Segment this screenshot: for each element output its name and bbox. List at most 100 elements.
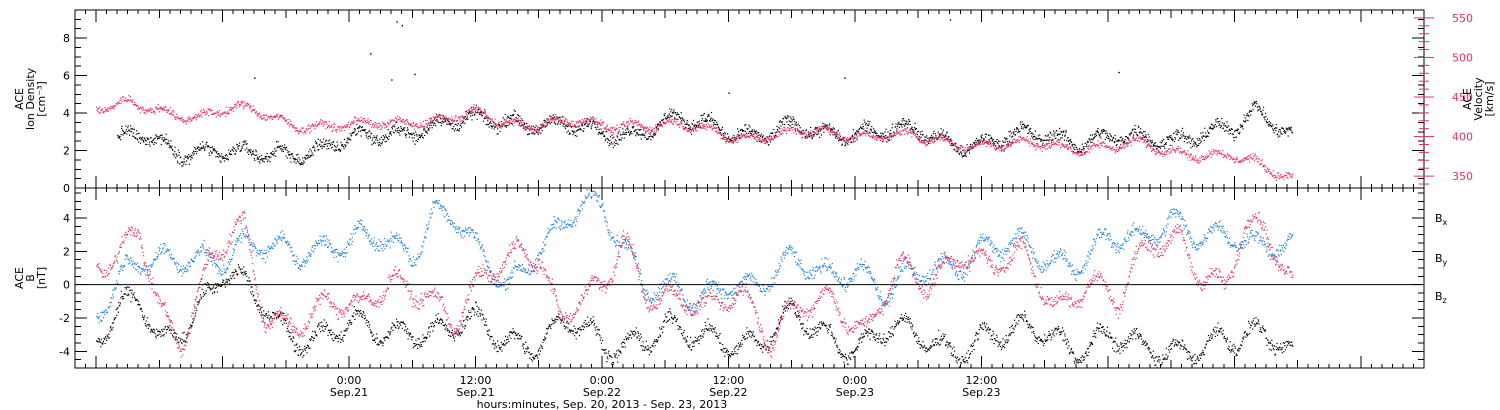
velocity-series-point — [316, 125, 319, 127]
velocity-series-point — [782, 132, 784, 134]
velocity-series-point — [1001, 150, 1003, 152]
velocity-series-point — [841, 138, 843, 140]
velocity-series-point — [229, 107, 231, 109]
velocity-series-point — [419, 126, 421, 129]
ion-density-series-point — [210, 150, 212, 152]
ion-density-series-point — [864, 130, 866, 132]
velocity-series-point — [413, 128, 415, 130]
ion-density-series-point — [1205, 132, 1207, 134]
velocity-series-point — [1049, 147, 1052, 149]
velocity-series-point — [216, 112, 218, 114]
ion-density-series-point — [536, 132, 539, 134]
velocity-series-point — [1253, 160, 1255, 162]
ion-density-series-point — [676, 113, 678, 115]
ion-density-series-point — [231, 153, 233, 155]
bx-series-point — [212, 292, 214, 294]
ion-density-series-point — [659, 121, 661, 123]
ion-density-series-point — [1281, 127, 1283, 129]
ion-density-series-point — [976, 137, 978, 140]
velocity-series-point — [262, 117, 264, 120]
velocity-series-point — [583, 121, 585, 124]
bx-series-point — [155, 337, 157, 339]
ion-density-series-point — [534, 127, 536, 129]
ion-density-series-point — [949, 139, 951, 141]
ion-density-series-point — [997, 143, 999, 145]
ion-density-series-point — [468, 113, 470, 115]
ion-density-series-point — [1047, 134, 1049, 136]
ion-density-series-point — [1242, 128, 1244, 130]
ion-density-series-point — [138, 132, 140, 134]
velocity-series-point — [226, 112, 228, 114]
ion-density-series-point — [1064, 135, 1066, 137]
ion-density-series-point — [281, 145, 283, 147]
ion-density-series-point — [1032, 136, 1035, 138]
velocity-series-point — [992, 145, 994, 147]
ion-density-series-point — [1154, 142, 1156, 144]
ion-density-series-point — [338, 149, 340, 151]
ion-density-series-point — [200, 147, 202, 149]
ion-density-series-point — [788, 120, 790, 122]
ion-density-series-point — [470, 115, 472, 117]
ion-density-series-point — [237, 148, 239, 150]
velocity-series-point — [1076, 152, 1078, 155]
velocity-series-point — [905, 128, 907, 130]
ion-density-series-point — [919, 131, 921, 133]
velocity-series-point — [1176, 148, 1178, 150]
velocity-series-point — [401, 121, 403, 123]
velocity-series-point — [627, 125, 629, 127]
ion-density-series-point — [263, 161, 265, 163]
ion-density-series-point — [1255, 101, 1257, 103]
ion-density-series-point — [1115, 138, 1117, 140]
ion-density-series-point — [260, 154, 263, 157]
ion-density-series-point — [1022, 124, 1024, 126]
ion-density-series-point — [416, 135, 418, 137]
ion-density-series-point — [202, 145, 204, 147]
ion-density-series-point — [893, 131, 895, 133]
ion-density-series-point — [1234, 136, 1236, 138]
ion-density-series-point — [810, 132, 812, 135]
ion-density-series-point — [587, 124, 589, 126]
velocity-series-point — [160, 108, 162, 110]
ion-density-series-point — [930, 136, 932, 139]
ion-density-series-point — [1254, 102, 1256, 104]
ion-density-series-point — [766, 136, 768, 138]
ion-density-series-point — [781, 121, 783, 123]
velocity-series-point — [1196, 159, 1199, 161]
velocity-series-point — [265, 119, 267, 121]
ion-density-series-point — [600, 133, 602, 135]
velocity-series-point — [1135, 139, 1137, 141]
velocity-series-point — [963, 151, 965, 153]
velocity-series-point — [1126, 143, 1128, 145]
ion-density-series-point — [979, 140, 981, 142]
ion-density-series-point — [1118, 139, 1120, 141]
bottom-panel-points — [96, 189, 1294, 369]
velocity-series-point — [395, 118, 398, 120]
ion-density-series-point — [448, 121, 450, 123]
velocity-series-point — [961, 145, 963, 147]
velocity-series-point — [901, 133, 903, 135]
ion-density-series-point — [386, 140, 388, 142]
velocity-series-point — [196, 114, 198, 117]
ion-density-series-point — [1244, 117, 1246, 119]
ion-density-series-point — [229, 153, 231, 155]
ion-density-series-point — [372, 137, 374, 139]
ion-density-series-point — [996, 142, 999, 144]
ion-density-series-point — [1016, 128, 1018, 130]
velocity-series-point — [419, 125, 421, 127]
ion-density-series-point — [393, 132, 395, 134]
bx-series-point — [193, 317, 195, 319]
ion-density-series-point — [1132, 128, 1134, 130]
velocity-series-point — [904, 128, 906, 130]
ion-density-series-point — [482, 120, 484, 122]
ion-density-series-point — [1126, 137, 1129, 139]
ion-density-series-point — [770, 138, 772, 140]
ion-density-series-point — [754, 130, 756, 133]
velocity-series-point — [142, 106, 144, 108]
ion-density-series-point — [741, 129, 743, 131]
velocity-series-point — [431, 118, 433, 120]
velocity-series-point — [446, 122, 448, 124]
ion-density-series-point — [974, 144, 976, 146]
velocity-series-point — [1034, 145, 1036, 147]
ion-density-series-point — [724, 131, 726, 134]
velocity-series-point — [131, 101, 134, 103]
